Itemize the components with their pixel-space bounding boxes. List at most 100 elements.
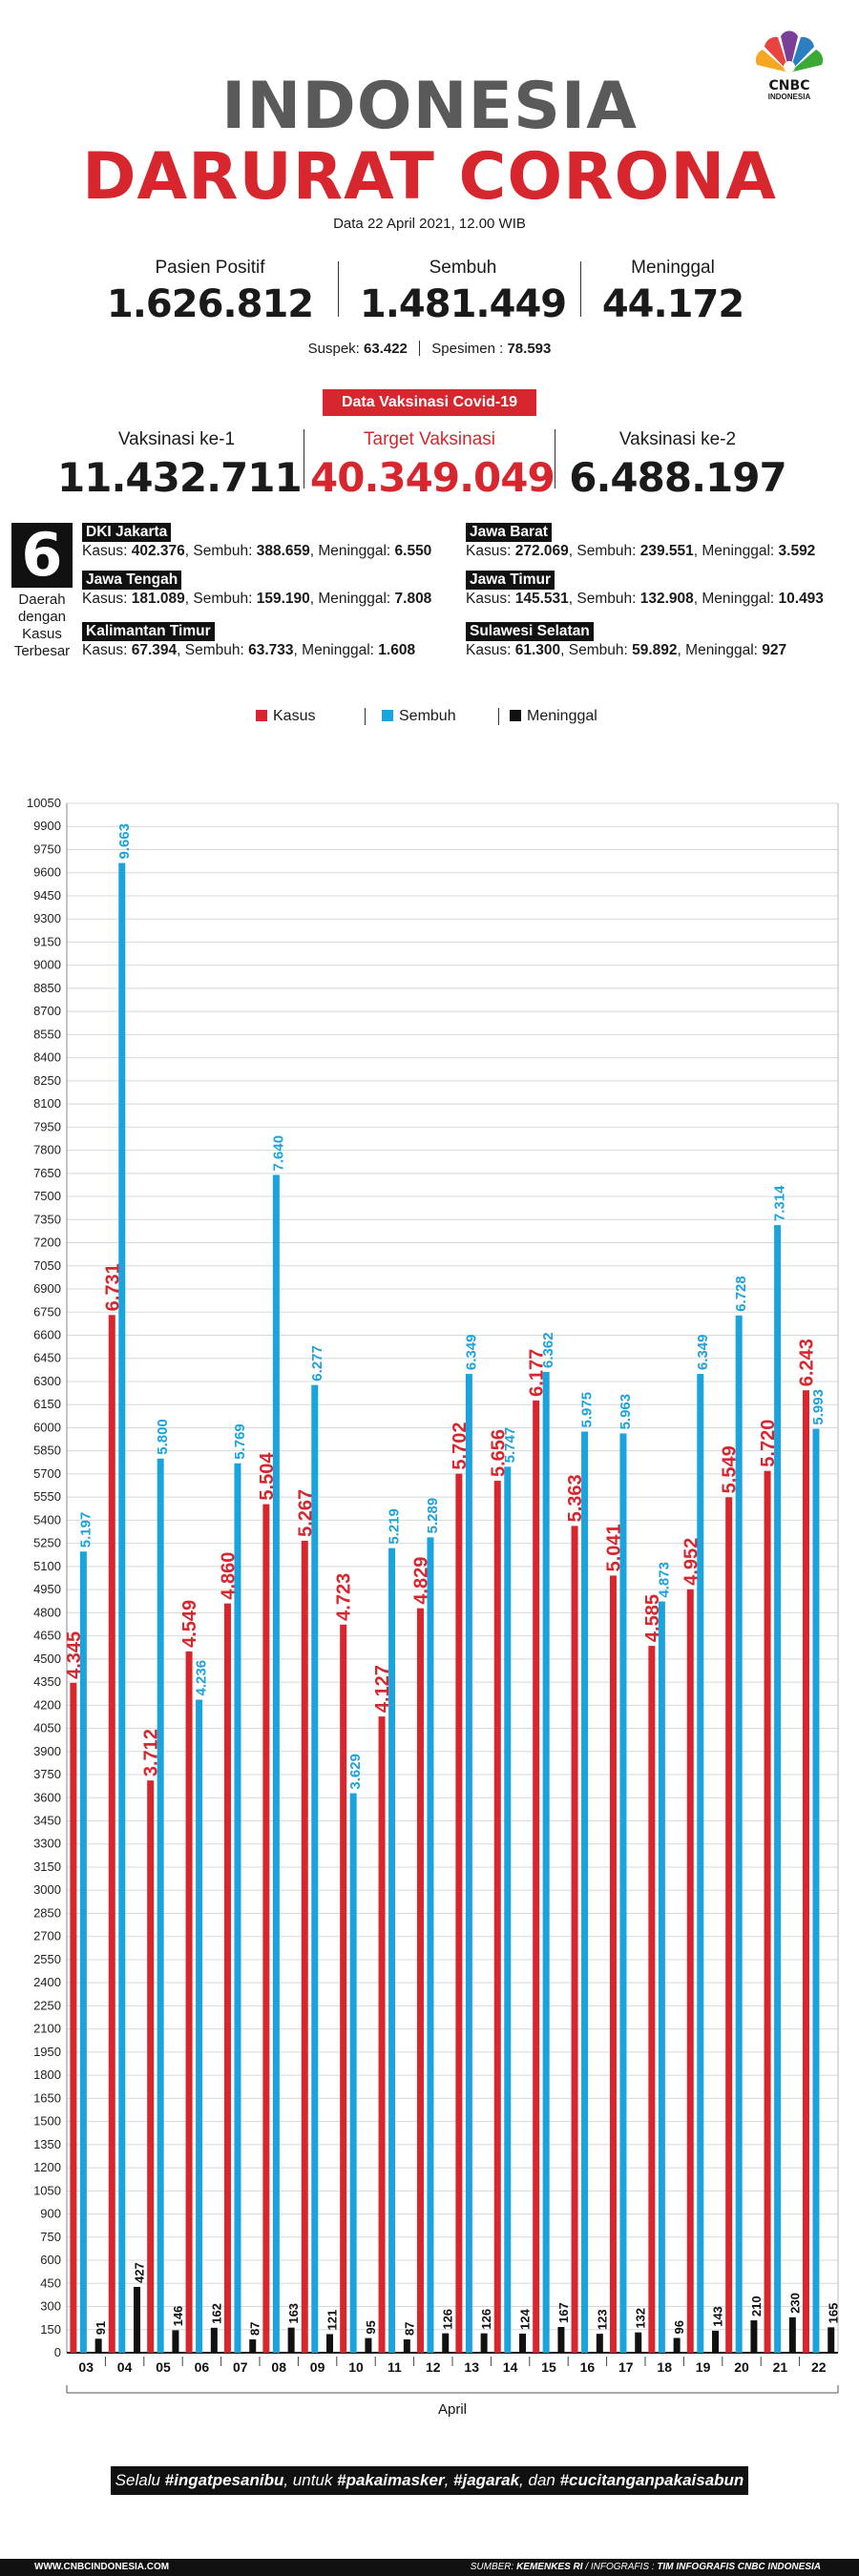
divider bbox=[419, 341, 421, 356]
title-line-1: INDONESIA bbox=[221, 69, 638, 144]
data-label: 5.549 bbox=[720, 1445, 741, 1493]
y-tick-label: 600 bbox=[40, 2253, 61, 2267]
bar-sembuh bbox=[735, 1315, 743, 2353]
region-meninggal-value: 3.592 bbox=[778, 543, 816, 559]
bar-meninggal bbox=[788, 2316, 796, 2353]
y-tick-label: 10050 bbox=[27, 796, 61, 810]
y-tick-label: 2100 bbox=[33, 2022, 61, 2036]
bar-kasus bbox=[378, 1716, 386, 2353]
y-tick-label: 5400 bbox=[33, 1512, 61, 1527]
banner-text: Selalu bbox=[115, 2471, 165, 2489]
data-label: 5.041 bbox=[603, 1524, 624, 1571]
bar-kasus bbox=[301, 1540, 308, 2353]
spesimen-label: Spesimen : bbox=[431, 341, 504, 357]
region-meninggal-value: 1.608 bbox=[378, 642, 416, 658]
y-tick-label: 5850 bbox=[33, 1444, 61, 1458]
data-label: 3.629 bbox=[347, 1754, 364, 1790]
y-tick-label: 900 bbox=[40, 2207, 61, 2221]
logo-text: CNBC bbox=[768, 78, 810, 93]
data-label: 95 bbox=[364, 2320, 378, 2334]
region-meninggal-label: Meninggal: bbox=[702, 543, 775, 559]
region-kasus-label: Kasus: bbox=[466, 591, 512, 607]
stat-meninggal-value: 44.172 bbox=[601, 282, 744, 326]
y-tick-label: 8250 bbox=[33, 1073, 61, 1088]
suspek-label: Suspek: bbox=[307, 341, 360, 357]
bar-sembuh bbox=[465, 1374, 472, 2353]
x-tick-label: 10 bbox=[348, 2359, 364, 2375]
y-tick-label: 9000 bbox=[33, 958, 61, 972]
y-tick-label: 4650 bbox=[33, 1629, 61, 1643]
region-kasus-label: Kasus: bbox=[82, 591, 128, 607]
region-name: Sulawesi Selatan bbox=[466, 622, 594, 641]
x-tick-label: 11 bbox=[388, 2359, 402, 2375]
vaksin-target-label: Target Vaksinasi bbox=[364, 429, 495, 449]
y-tick-label: 8850 bbox=[33, 981, 61, 995]
data-label: 5.504 bbox=[257, 1452, 278, 1501]
y-tick-label: 4800 bbox=[33, 1605, 61, 1619]
y-tick-label: 5100 bbox=[33, 1559, 61, 1573]
region-details: Kasus: 145.531, Sembuh: 132.908, Meningg… bbox=[466, 591, 824, 607]
stat-sembuh-label: Sembuh bbox=[429, 258, 497, 278]
y-tick-label: 6000 bbox=[33, 1420, 61, 1434]
bar-meninggal bbox=[596, 2334, 603, 2353]
data-label: 123 bbox=[595, 2309, 609, 2330]
region-sembuh-value: 59.892 bbox=[632, 642, 678, 658]
y-tick-label: 4950 bbox=[33, 1582, 61, 1596]
y-tick-label: 3750 bbox=[33, 1767, 61, 1781]
region-name: Jawa Barat bbox=[466, 523, 552, 542]
region-meninggal-value: 7.808 bbox=[394, 591, 432, 607]
data-label: 5.769 bbox=[232, 1423, 248, 1460]
y-tick-label: 5700 bbox=[33, 1466, 61, 1481]
y-tick-label: 450 bbox=[40, 2275, 61, 2290]
data-label: 87 bbox=[402, 2321, 416, 2335]
region-meninggal-label: Meninggal: bbox=[318, 543, 391, 559]
data-label: 91 bbox=[94, 2321, 108, 2335]
y-tick-label: 4500 bbox=[33, 1652, 61, 1666]
bar-sembuh bbox=[658, 1601, 665, 2353]
legend-label-sembuh: Sembuh bbox=[399, 708, 456, 724]
y-tick-label: 8550 bbox=[33, 1027, 61, 1041]
region-meninggal-label: Meninggal: bbox=[702, 591, 775, 607]
data-label: 9.663 bbox=[116, 823, 133, 860]
x-tick-label: 18 bbox=[657, 2359, 672, 2375]
data-label: 6.243 bbox=[796, 1339, 817, 1386]
region-meninggal-value: 10.493 bbox=[778, 591, 824, 607]
region-details: Kasus: 402.376, Sembuh: 388.659, Meningg… bbox=[82, 543, 432, 559]
x-tick-label: 16 bbox=[580, 2359, 596, 2375]
x-tick-label: 17 bbox=[618, 2359, 634, 2375]
region-meninggal-label: Meninggal: bbox=[685, 642, 758, 658]
bar-kasus bbox=[262, 1504, 270, 2353]
banner-hashtag: #cucitanganpakaisabun bbox=[559, 2471, 744, 2489]
region-sembuh-label: Sembuh: bbox=[193, 591, 253, 607]
data-label: 143 bbox=[711, 2306, 725, 2327]
y-tick-label: 7950 bbox=[33, 1119, 61, 1133]
y-tick-label: 7350 bbox=[33, 1212, 61, 1226]
data-label: 6.349 bbox=[463, 1335, 479, 1371]
bar-sembuh bbox=[157, 1458, 164, 2353]
vaksin-badge: Data Vaksinasi Covid-19 bbox=[323, 389, 536, 416]
banner-text: , bbox=[444, 2471, 454, 2489]
data-label: 4.829 bbox=[410, 1557, 431, 1605]
data-label: 6.728 bbox=[733, 1276, 749, 1312]
region-sembuh-value: 159.190 bbox=[256, 591, 310, 607]
region-meninggal-value: 927 bbox=[762, 642, 787, 658]
vaksin-ke1-value: 11.432.711 bbox=[57, 454, 303, 501]
data-label: 126 bbox=[479, 2309, 493, 2330]
stat-positif: Pasien Positif 1.626.812 bbox=[95, 258, 325, 326]
x-tick-label: 09 bbox=[310, 2359, 325, 2375]
y-tick-label: 9600 bbox=[33, 865, 61, 880]
legend-swatch-meninggal bbox=[510, 710, 521, 721]
region-sembuh-value: 63.733 bbox=[248, 642, 294, 658]
footer-source: KEMENKES RI bbox=[516, 2562, 583, 2572]
y-tick-label: 6900 bbox=[33, 1281, 61, 1296]
bar-meninggal bbox=[403, 2338, 410, 2353]
data-label: 5.656 bbox=[488, 1429, 509, 1477]
legend-item-meninggal: Meninggal bbox=[510, 708, 597, 725]
data-label: 146 bbox=[171, 2306, 185, 2327]
region-sembuh-value: 132.908 bbox=[639, 591, 694, 607]
bar-kasus bbox=[725, 1497, 733, 2353]
bar-sembuh bbox=[388, 1548, 396, 2353]
bar-kasus bbox=[764, 1470, 771, 2353]
region-name: Jawa Tengah bbox=[82, 571, 182, 590]
bar-sembuh bbox=[581, 1431, 589, 2353]
